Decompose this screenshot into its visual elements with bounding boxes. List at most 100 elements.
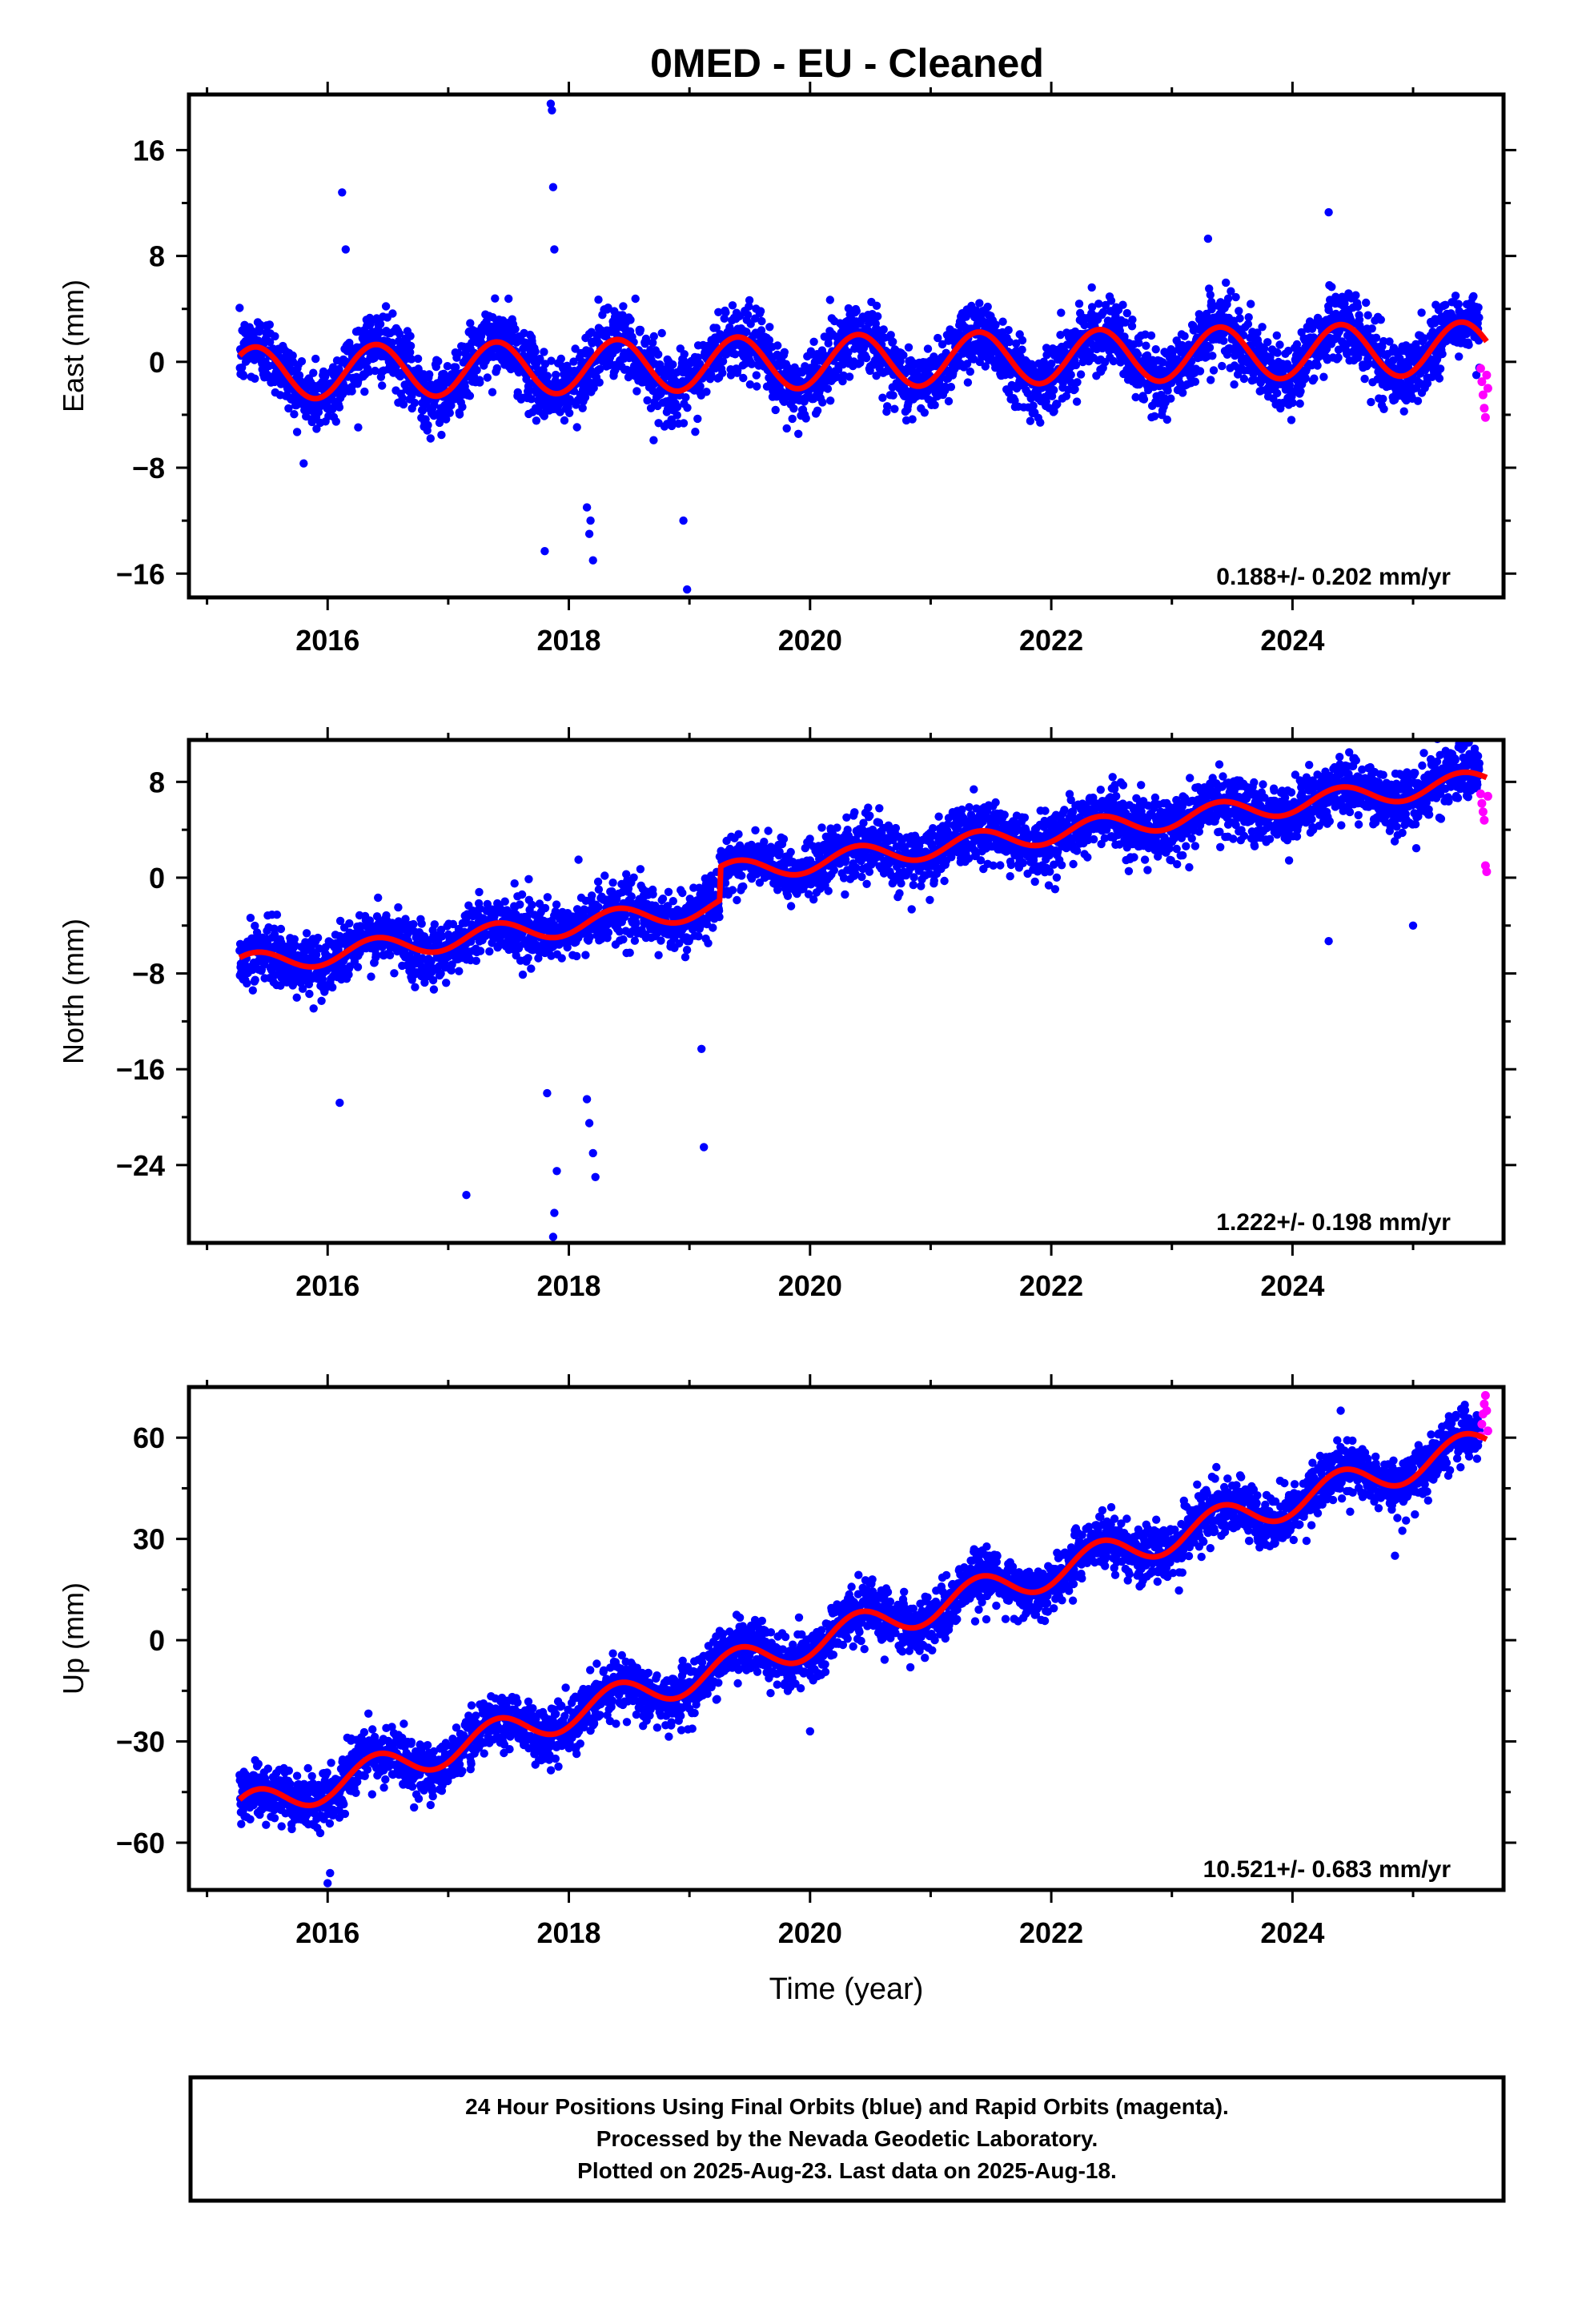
- north-final-point: [356, 923, 365, 931]
- east-final-point: [946, 383, 956, 392]
- east-final-point: [626, 316, 635, 324]
- east-final-point: [540, 348, 548, 356]
- east-final-point: [681, 393, 690, 402]
- north-final-point: [524, 875, 533, 884]
- east-model-fit-line: [237, 319, 1489, 402]
- east-final-point: [742, 328, 751, 336]
- north-final-point: [276, 981, 285, 991]
- east-final-point: [1087, 303, 1097, 312]
- east-final-point: [1004, 326, 1013, 335]
- east-final-point: [1080, 320, 1089, 330]
- east-outlier-point: [683, 585, 692, 594]
- east-final-point: [632, 387, 641, 396]
- east-final-point: [619, 302, 628, 311]
- east-final-point: [1163, 386, 1172, 395]
- east-final-point: [1036, 418, 1045, 427]
- north-final-point: [436, 969, 445, 979]
- east-final-point: [504, 294, 513, 304]
- east-final-point: [1207, 376, 1215, 384]
- east-x-tick-label: 2024: [1260, 624, 1324, 657]
- north-final-point: [313, 933, 323, 943]
- east-final-point: [1367, 324, 1376, 333]
- east-final-point: [873, 312, 882, 321]
- east-x-tick-label: 2022: [1019, 624, 1083, 657]
- east-final-point: [1272, 331, 1282, 340]
- east-final-point: [631, 294, 640, 304]
- east-rapid-point: [1480, 412, 1490, 422]
- north-final-point: [385, 951, 395, 960]
- east-final-point: [1026, 416, 1035, 425]
- east-final-point: [1354, 353, 1363, 362]
- east-final-point: [1235, 314, 1244, 323]
- east-final-point: [418, 406, 428, 415]
- east-final-point: [1399, 407, 1408, 416]
- east-final-point: [387, 338, 397, 348]
- east-final-point: [641, 334, 651, 344]
- east-final-point: [531, 347, 540, 356]
- east-final-point: [731, 350, 740, 359]
- east-final-point: [1244, 313, 1253, 322]
- east-final-point: [1207, 297, 1216, 307]
- east-final-point: [604, 304, 612, 312]
- east-rate-label: 0.188+/- 0.202 mm/yr: [1216, 564, 1451, 590]
- east-final-point: [476, 378, 484, 387]
- east-outlier-point: [338, 188, 347, 197]
- east-final-point: [1018, 345, 1026, 354]
- north-final-point: [353, 963, 363, 971]
- east-final-point: [1295, 399, 1304, 408]
- east-final-point: [266, 338, 275, 347]
- east-final-point: [284, 404, 293, 413]
- east-outlier-point: [548, 183, 558, 191]
- east-final-point: [680, 350, 689, 359]
- east-final-point: [407, 355, 416, 364]
- east-final-point: [1379, 394, 1387, 404]
- east-final-point: [1042, 397, 1050, 406]
- east-final-point: [991, 320, 1000, 329]
- east-final-point: [297, 357, 307, 366]
- east-outlier-point: [341, 245, 350, 254]
- north-final-point: [500, 897, 509, 906]
- east-final-point: [825, 296, 835, 304]
- east-final-point: [693, 414, 702, 424]
- east-final-point: [265, 320, 274, 329]
- north-final-point: [335, 916, 345, 926]
- east-final-point: [311, 354, 320, 364]
- east-final-point: [1419, 334, 1429, 343]
- east-final-point: [1047, 359, 1056, 368]
- north-final-point: [534, 954, 543, 963]
- east-final-point: [1127, 322, 1137, 331]
- east-final-point: [1071, 360, 1081, 370]
- east-final-point: [726, 371, 736, 380]
- east-final-point: [890, 404, 899, 413]
- east-final-point: [966, 367, 975, 376]
- east-final-point: [378, 381, 387, 390]
- east-final-point: [1247, 300, 1255, 308]
- east-final-point: [472, 366, 481, 375]
- east-final-point: [1327, 283, 1336, 292]
- north-final-point: [251, 975, 259, 984]
- east-final-point: [624, 372, 633, 382]
- east-final-point: [679, 419, 689, 428]
- east-final-point: [1451, 292, 1460, 300]
- east-final-point: [1066, 378, 1076, 387]
- east-rapid-point: [1483, 384, 1492, 393]
- east-final-point: [532, 416, 541, 425]
- north-final-point: [517, 890, 527, 899]
- east-final-point: [354, 423, 363, 432]
- east-final-point: [513, 388, 522, 397]
- east-final-point: [883, 402, 892, 411]
- east-final-point: [669, 360, 677, 369]
- north-final-point: [246, 914, 255, 923]
- east-final-point: [1073, 378, 1082, 387]
- east-x-tick-label: 2018: [536, 624, 600, 657]
- east-final-point: [1475, 313, 1484, 322]
- east-final-point: [1360, 374, 1369, 384]
- east-final-point: [309, 368, 318, 377]
- east-final-point: [406, 348, 415, 357]
- north-final-point: [557, 954, 566, 963]
- north-final-point: [430, 920, 439, 929]
- north-final-point: [581, 951, 590, 959]
- east-final-point: [413, 354, 423, 364]
- east-final-point: [1133, 350, 1142, 359]
